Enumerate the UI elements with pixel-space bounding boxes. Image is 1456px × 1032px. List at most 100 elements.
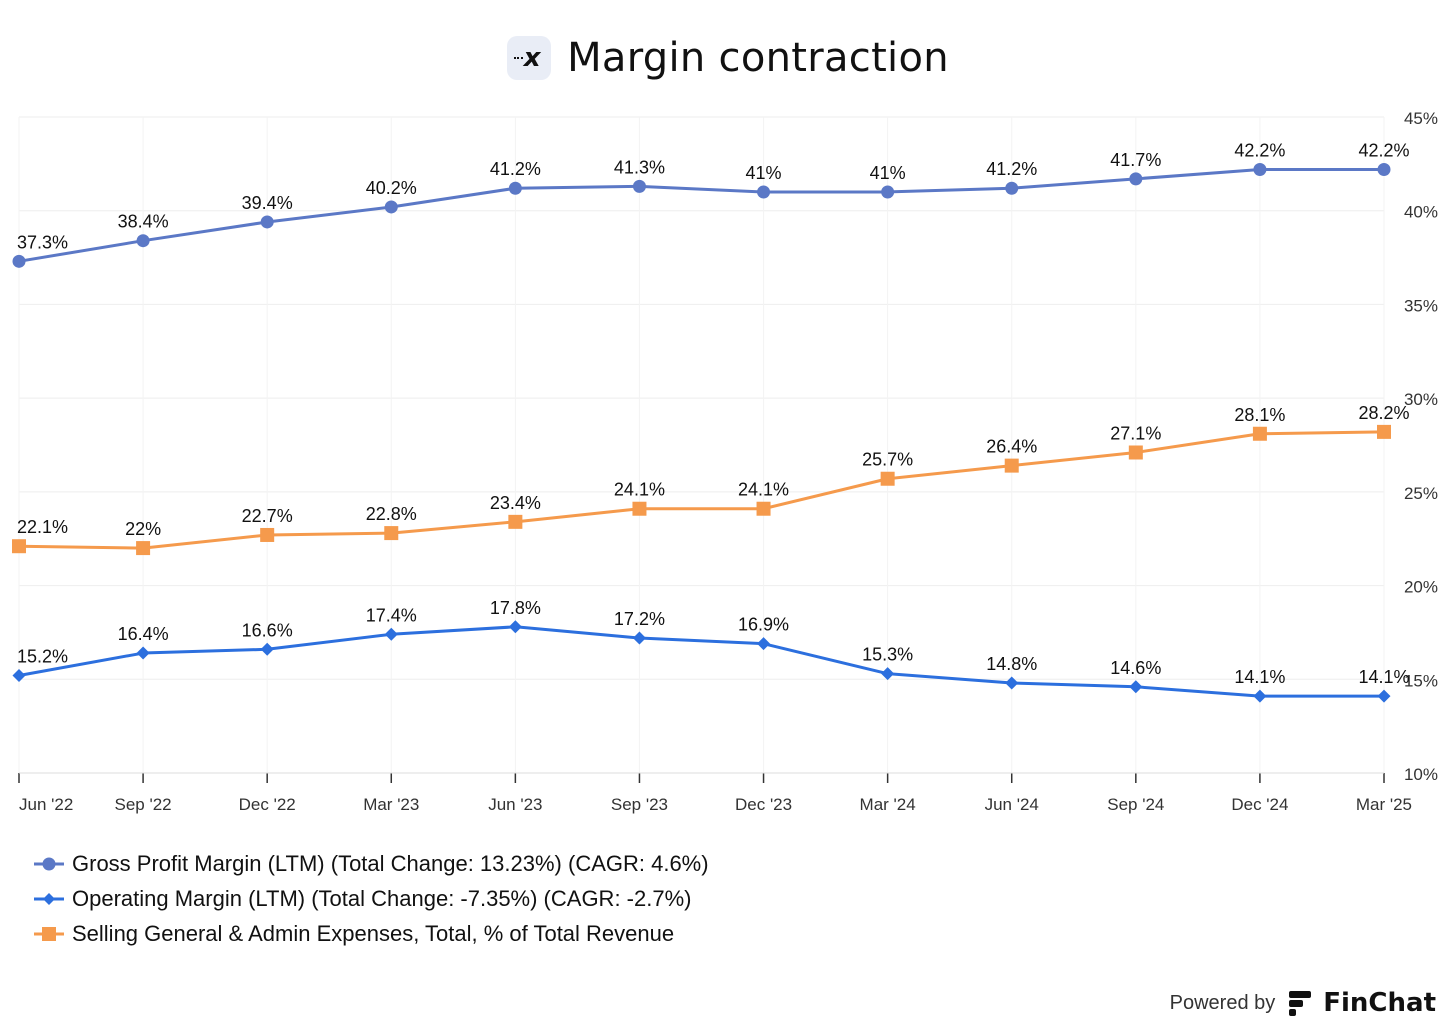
data-point (136, 541, 151, 556)
x-tick-label: Mar '25 (1356, 795, 1412, 814)
data-label: 42.2% (1234, 140, 1285, 160)
x-tick-label: Dec '24 (1231, 795, 1288, 814)
data-label: 26.4% (986, 437, 1037, 457)
data-point (1129, 172, 1143, 186)
data-label: 16.6% (242, 620, 293, 640)
footer: Powered by FinChat (1170, 988, 1436, 1018)
data-point (632, 179, 646, 193)
legend-swatch (34, 926, 64, 941)
powered-by-label: Powered by (1169, 991, 1276, 1014)
y-tick-label: 45% (1404, 109, 1438, 128)
chart-header: x Margin contraction (0, 28, 1456, 88)
data-point (12, 669, 26, 683)
data-point (384, 526, 399, 541)
data-label: 39.4% (242, 193, 293, 213)
data-point (136, 234, 150, 248)
data-label: 28.2% (1358, 403, 1409, 423)
series-line (18, 167, 1384, 263)
y-tick-label: 30% (1404, 390, 1438, 409)
y-tick-label: 35% (1404, 296, 1438, 315)
data-point (12, 539, 26, 554)
x-tick-label: Jun '24 (985, 795, 1039, 814)
data-label: 16.4% (118, 624, 169, 644)
data-label: 24.1% (614, 480, 665, 500)
legend-item[interactable]: Operating Margin (LTM) (Total Change: -7… (34, 881, 709, 916)
x-tick-label: Sep '23 (611, 795, 668, 814)
data-label: 37.3% (17, 232, 68, 252)
series-line (18, 625, 1384, 698)
data-label: 22.7% (242, 506, 293, 526)
legend-swatch (34, 857, 64, 870)
y-tick-label: 40% (1404, 203, 1438, 222)
data-point (881, 667, 895, 681)
data-label: 22.1% (17, 517, 68, 537)
data-label: 17.8% (490, 598, 541, 618)
finchat-logo-icon (1289, 991, 1312, 1016)
data-point (12, 254, 26, 268)
series-line (18, 430, 1385, 550)
data-point (260, 642, 274, 656)
data-label: 41.7% (1110, 150, 1161, 170)
x-tick-label: Mar '23 (363, 795, 419, 814)
data-label: 42.2% (1358, 140, 1409, 160)
data-point (260, 215, 274, 229)
data-point (1377, 689, 1391, 703)
chart-legend: Gross Profit Margin (LTM) (Total Change:… (34, 846, 709, 951)
data-label: 22.8% (366, 504, 417, 524)
legend-label: Operating Margin (LTM) (Total Change: -7… (72, 885, 692, 911)
data-point (1252, 426, 1267, 441)
data-point (384, 627, 398, 641)
data-point (1128, 445, 1143, 460)
data-label: 14.8% (986, 654, 1037, 674)
data-point (1377, 424, 1391, 439)
y-tick-label: 20% (1404, 578, 1438, 597)
data-label: 24.1% (738, 480, 789, 500)
data-label: 14.1% (1358, 667, 1409, 687)
y-tick-label: 10% (1404, 765, 1438, 784)
data-label: 41% (746, 163, 782, 183)
data-point (1253, 162, 1267, 176)
data-label: 27.1% (1110, 423, 1161, 443)
line-chart: 45% 40% 35% 30% 25% 20% 15% 10% Jun '22 Sep '22 De… (12, 109, 1438, 814)
data-label: 17.2% (614, 609, 665, 629)
x-tick-label: Mar '24 (860, 795, 916, 814)
x-tick-label: Jun '22 (19, 795, 73, 814)
data-point (881, 185, 895, 199)
x-logo-icon: x (507, 36, 552, 80)
data-point (1253, 689, 1267, 703)
x-tick-label: Dec '22 (239, 795, 296, 814)
legend-label: Gross Profit Margin (LTM) (Total Change:… (72, 850, 709, 876)
data-point (1129, 680, 1143, 694)
data-point (508, 181, 522, 195)
x-tick-label: Sep '24 (1107, 795, 1164, 814)
data-label: 28.1% (1234, 405, 1285, 425)
data-label: 16.9% (738, 615, 789, 635)
data-point (757, 637, 771, 651)
data-label: 14.1% (1234, 667, 1285, 687)
data-point (1004, 458, 1019, 473)
data-label: 14.6% (1110, 658, 1161, 678)
data-point (1005, 181, 1019, 195)
data-point (1377, 162, 1391, 176)
data-point (757, 185, 771, 199)
data-label: 15.3% (862, 645, 913, 665)
data-point (880, 471, 895, 486)
chart-title: Margin contraction (567, 35, 949, 81)
y-tick-label: 15% (1404, 671, 1438, 690)
data-point (508, 620, 522, 634)
data-label: 40.2% (366, 178, 417, 198)
legend-item[interactable]: Selling General & Admin Expenses, Total,… (34, 916, 709, 951)
brand-name: FinChat (1323, 988, 1436, 1018)
data-label: 15.2% (17, 647, 68, 667)
legend-swatch (34, 892, 64, 905)
data-label: 17.4% (366, 605, 417, 625)
data-point (756, 501, 771, 516)
x-tick-label: Sep '22 (115, 795, 172, 814)
legend-item[interactable]: Gross Profit Margin (LTM) (Total Change:… (34, 846, 709, 881)
x-tick-label: Dec '23 (735, 795, 792, 814)
data-label: 41.2% (986, 159, 1037, 179)
data-point (136, 646, 150, 660)
data-label: 25.7% (862, 450, 913, 470)
data-label: 41% (870, 163, 906, 183)
data-label: 38.4% (118, 212, 169, 232)
